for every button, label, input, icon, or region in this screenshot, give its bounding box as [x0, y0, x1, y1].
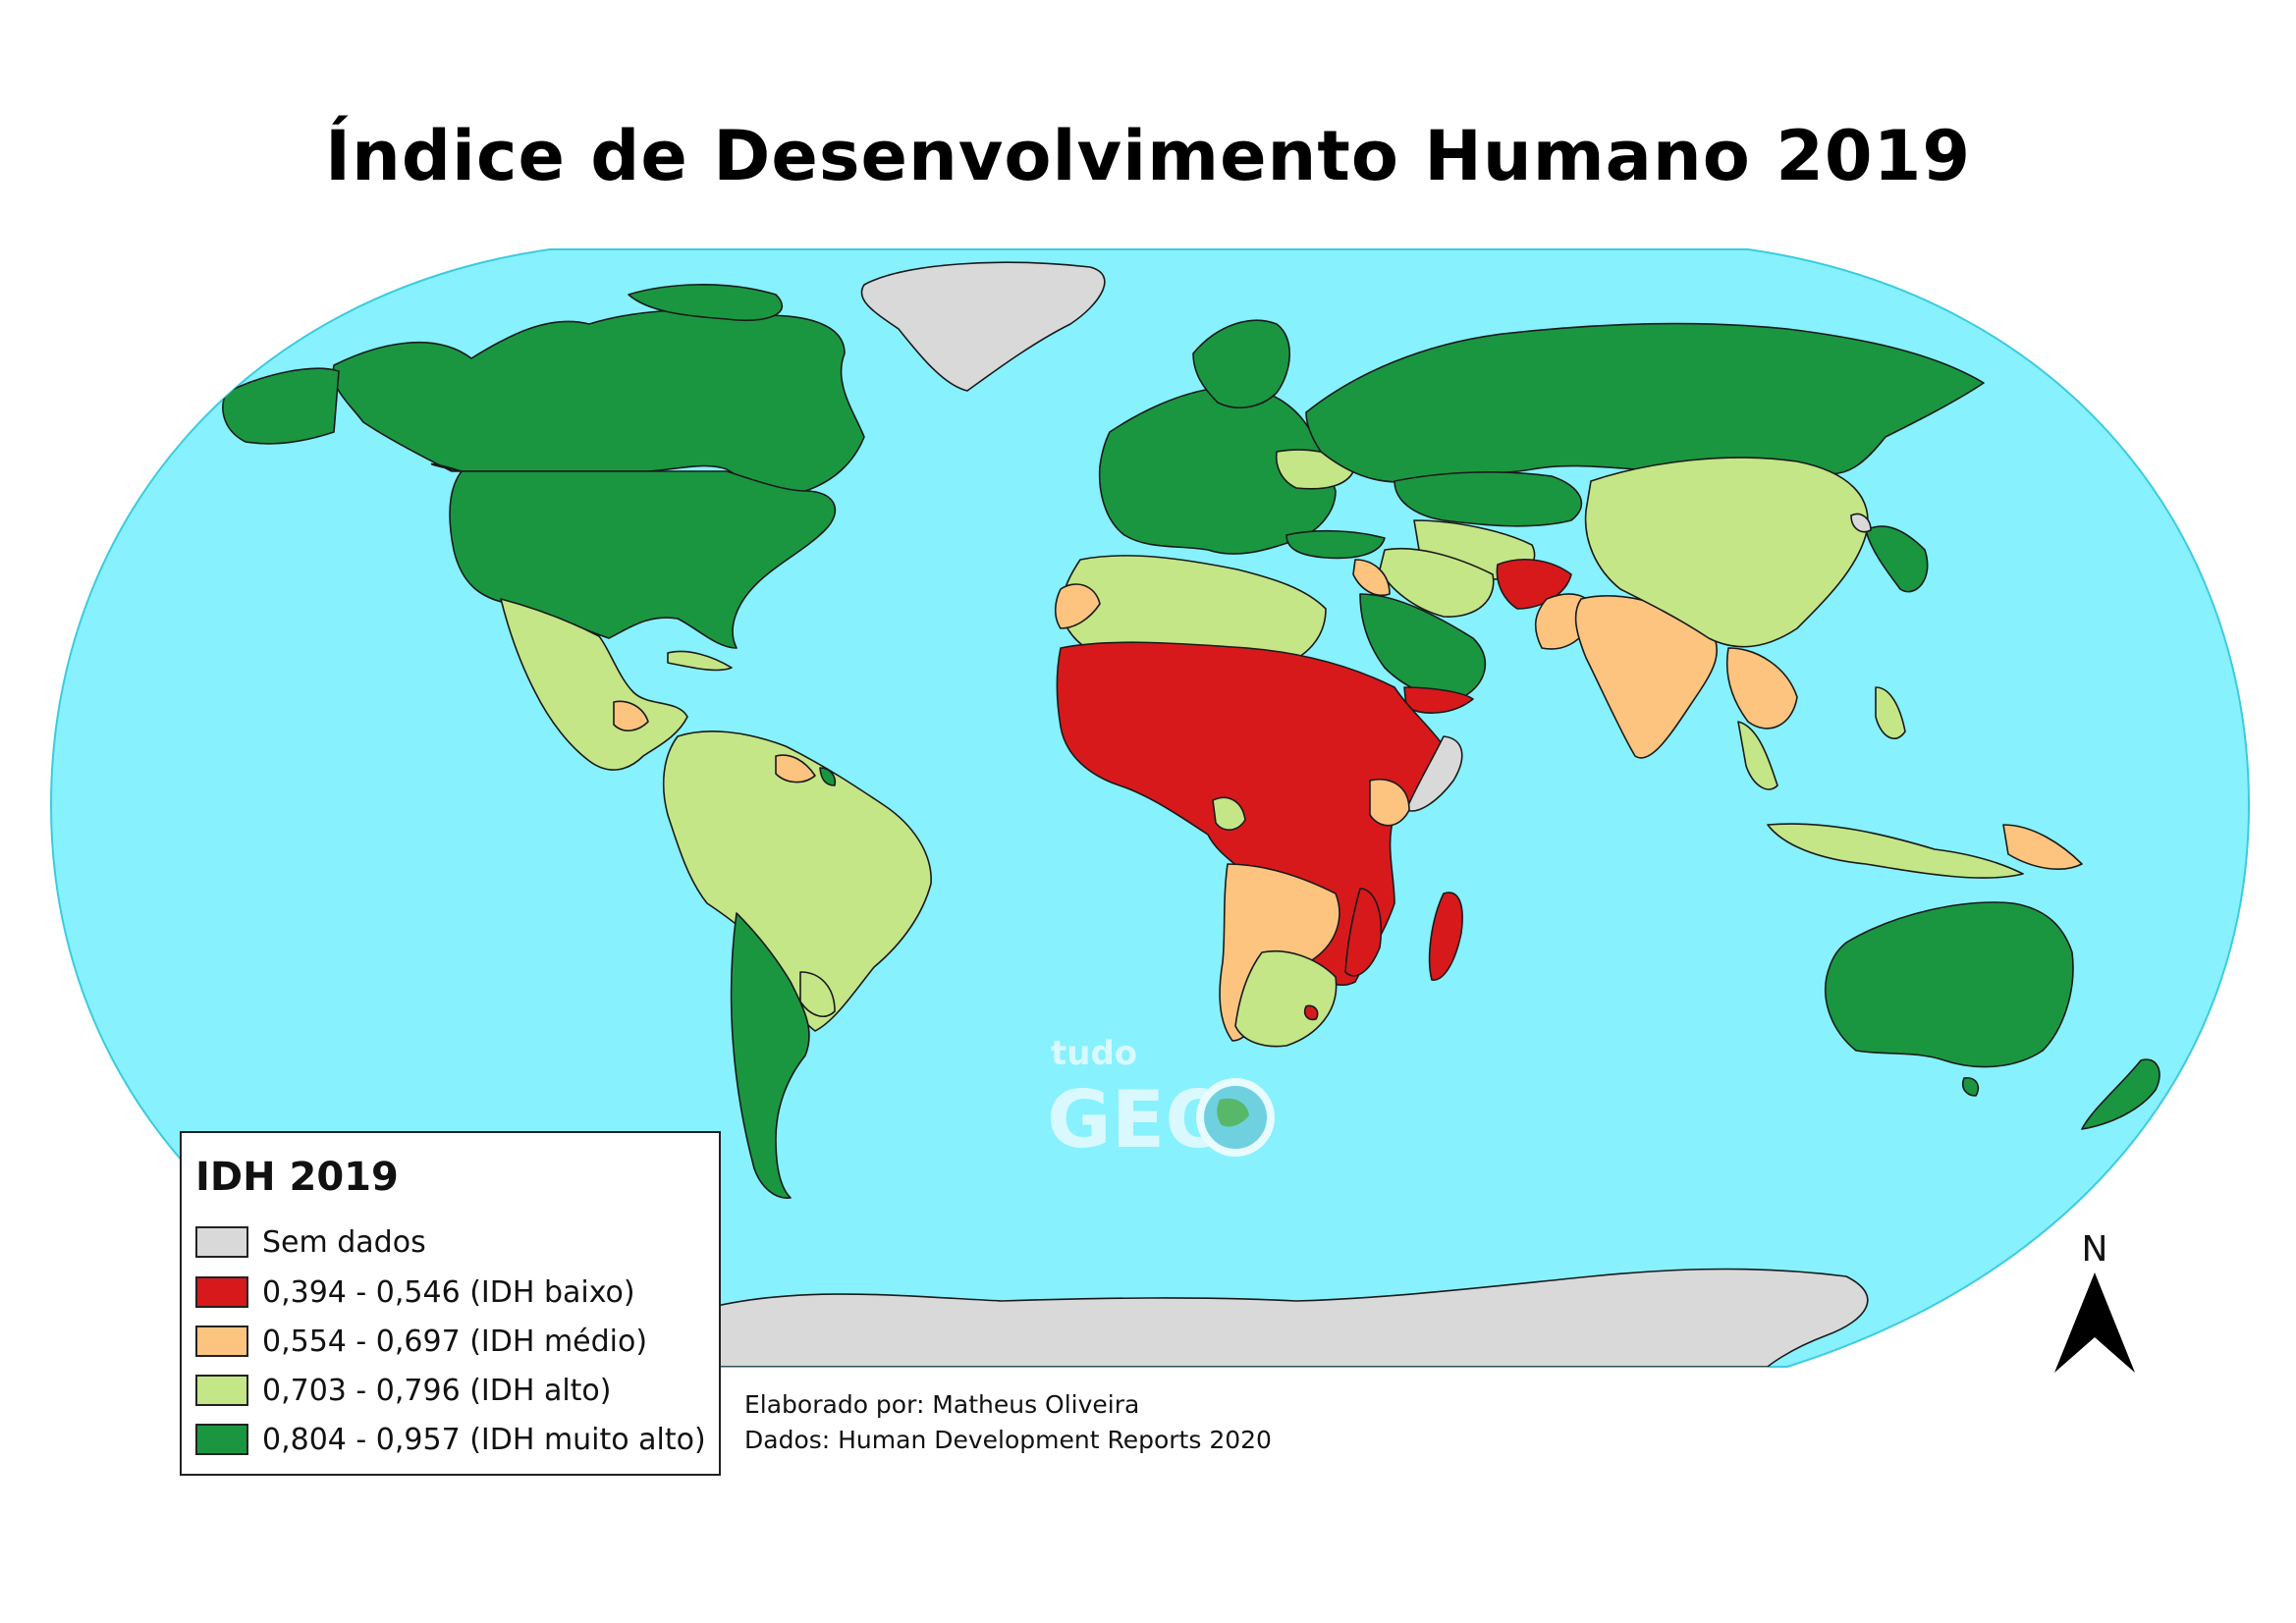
canada: [332, 309, 865, 493]
watermark: tudo GEO: [1047, 1031, 1283, 1165]
thailand-malaysia: [1737, 721, 1778, 790]
southeast-asia: [1725, 647, 1798, 730]
korea-japan: [1865, 525, 1929, 593]
horn-somalia: [1405, 735, 1463, 812]
chile-argentina: [730, 912, 810, 1199]
philippines: [1875, 686, 1906, 739]
south-africa-botswana: [1234, 949, 1338, 1048]
credits-source: Dados: Human Development Reports 2020: [744, 1426, 1272, 1454]
legend-label: Sem dados: [262, 1224, 426, 1260]
australia: [1825, 901, 2074, 1068]
legend-item-very-high: 0,804 - 0,957 (IDH muito alto): [195, 1422, 706, 1457]
map-title: Índice de Desenvolvimento Humano 2019: [324, 116, 1972, 196]
north-korea: [1850, 513, 1872, 533]
iraq-syria: [1352, 559, 1391, 596]
legend: IDH 2019 Sem dados 0,394 - 0,546 (IDH ba…: [180, 1131, 721, 1476]
legend-label: 0,804 - 0,957 (IDH muito alto): [262, 1422, 706, 1457]
kenya: [1369, 779, 1410, 827]
paraguay-uruguay: [799, 971, 836, 1017]
morocco: [1054, 583, 1101, 629]
tasmania: [1961, 1076, 1980, 1097]
lesotho: [1303, 1004, 1319, 1021]
new-zealand: [2081, 1058, 2160, 1130]
mozambique: [1344, 888, 1383, 977]
legend-swatch: [195, 1226, 248, 1258]
legend-item-no-data: Sem dados: [195, 1224, 426, 1260]
legend-item-high: 0,703 - 0,796 (IDH alto): [195, 1373, 612, 1408]
legend-swatch: [195, 1375, 248, 1406]
papua-new-guinea: [2002, 824, 2083, 870]
iran-region: [1379, 547, 1495, 618]
madagascar: [1428, 892, 1463, 981]
credits: Elaborado por: Matheus Oliveira Dados: H…: [744, 1387, 1272, 1458]
scandinavia: [1192, 319, 1290, 408]
yemen: [1403, 686, 1474, 714]
greenland: [860, 261, 1106, 392]
arctic-islands: [628, 284, 783, 322]
north-label: N: [2081, 1229, 2108, 1270]
legend-item-medium: 0,554 - 0,697 (IDH médio): [195, 1324, 648, 1359]
legend-label: 0,394 - 0,546 (IDH baixo): [262, 1274, 635, 1310]
antarctica: [691, 1268, 1869, 1367]
credits-author: Elaborado por: Matheus Oliveira: [744, 1390, 1140, 1419]
indonesia: [1767, 823, 2024, 879]
north-arrow: N: [2050, 1229, 2139, 1377]
legend-swatch: [195, 1424, 248, 1455]
globe-icon: [1196, 1078, 1275, 1157]
watermark-top-text: tudo: [1051, 1034, 1137, 1073]
legend-label: 0,703 - 0,796 (IDH alto): [262, 1373, 612, 1408]
cuba: [667, 650, 733, 672]
north-arrow-icon: [2054, 1272, 2135, 1373]
turkey: [1285, 529, 1386, 560]
legend-label: 0,554 - 0,697 (IDH médio): [262, 1324, 648, 1359]
alaska: [222, 367, 340, 445]
kazakhstan: [1394, 471, 1583, 527]
central-america-medium: [613, 700, 649, 731]
legend-swatch: [195, 1276, 248, 1308]
usa: [449, 470, 837, 649]
french-guiana: [819, 767, 837, 786]
gabon-congo: [1212, 796, 1246, 831]
legend-title: IDH 2019: [195, 1155, 399, 1200]
legend-swatch: [195, 1325, 248, 1357]
china: [1584, 457, 1869, 648]
legend-item-low: 0,394 - 0,546 (IDH baixo): [195, 1274, 635, 1310]
guyana-suriname: [775, 754, 816, 784]
